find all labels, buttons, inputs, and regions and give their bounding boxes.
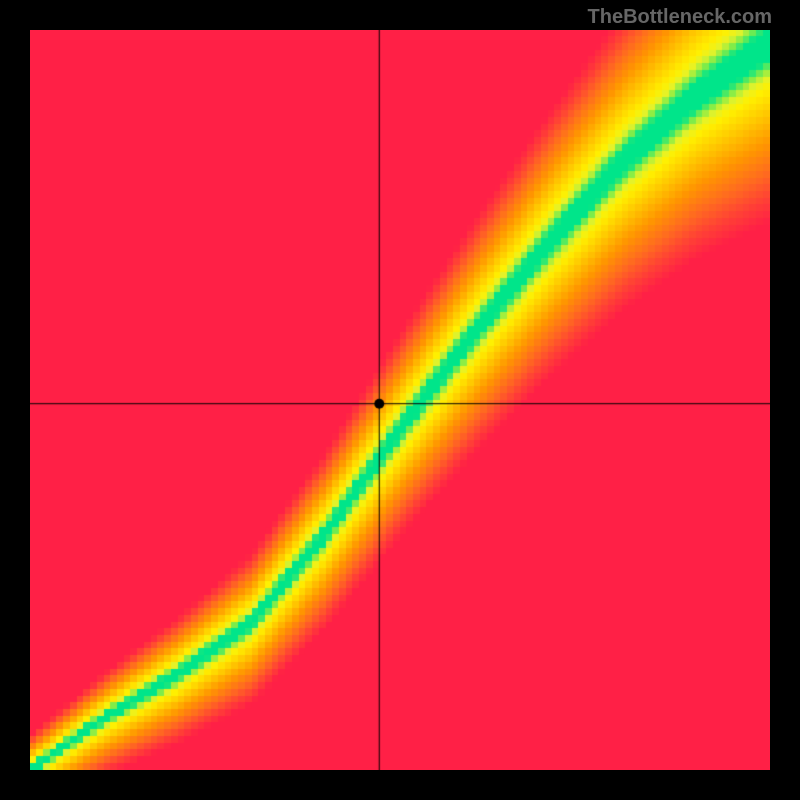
heatmap-canvas — [30, 30, 770, 770]
heatmap-chart — [30, 30, 770, 770]
watermark-text: TheBottleneck.com — [588, 6, 772, 29]
